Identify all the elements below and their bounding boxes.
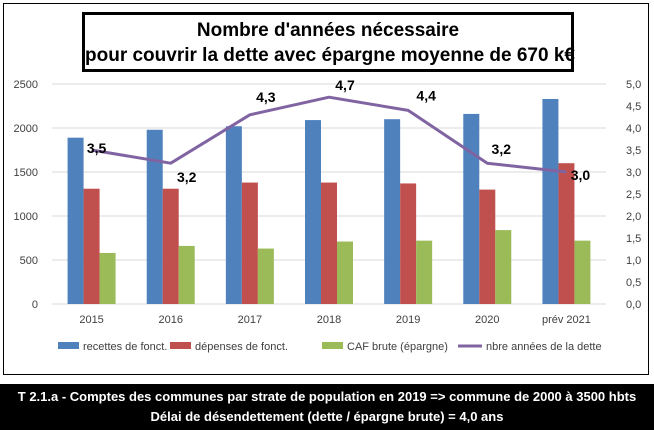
y-right-tick-label: 0,5	[626, 277, 641, 289]
bar-caf	[574, 240, 591, 304]
y-right-tick-label: 1,0	[626, 255, 641, 267]
bar-caf	[178, 245, 195, 304]
y-left-tick-label: 1500	[14, 167, 38, 179]
y-right-tick-label: 3,0	[626, 167, 641, 179]
y-left-tick-label: 2500	[14, 79, 38, 91]
footer-caption: T 2.1.a - Comptes des communes par strat…	[0, 384, 654, 430]
footer-line-2: Délai de désendettement (dette / épargne…	[150, 409, 504, 424]
y-left-tick-label: 2000	[14, 123, 38, 135]
y-right-tick-label: 4,5	[626, 101, 641, 113]
bar-recettes	[542, 98, 559, 305]
bar-depenses	[83, 188, 100, 304]
data-label-nbre-annees: 3,2	[492, 141, 512, 157]
chart-title: Nombre d'années nécessaire pour couvrir …	[82, 12, 575, 72]
x-tick-label: 2017	[238, 314, 262, 326]
data-label-nbre-annees: 4,4	[416, 87, 436, 103]
y-right-tick-label: 2,5	[626, 189, 641, 201]
data-label-nbre-annees: 3,5	[87, 140, 107, 156]
x-tick-label: 2018	[317, 314, 341, 326]
legend-swatch	[170, 342, 191, 349]
legend-label: dépenses de fonct.	[195, 341, 288, 353]
bar-recettes	[146, 129, 163, 304]
legend-label: recettes de fonct.	[83, 341, 167, 353]
y-left-tick-label: 1000	[14, 211, 38, 223]
bar-depenses	[162, 188, 179, 304]
bar-depenses	[400, 183, 417, 304]
y-left-tick-label: 0	[32, 299, 38, 311]
bar-recettes	[305, 120, 321, 304]
chart-title-line-2: pour couvrir la dette avec épargne moyen…	[85, 45, 575, 66]
x-tick-label: 2015	[79, 314, 103, 326]
x-tick-label: 2016	[158, 314, 182, 326]
y-right-tick-label: 0,0	[626, 299, 641, 311]
y-right-tick-label: 3,5	[626, 145, 641, 157]
y-left-tick-label: 500	[20, 255, 38, 267]
legend-label: nbre années de la dette	[486, 341, 602, 353]
legend-swatch	[58, 342, 79, 349]
bar-caf	[99, 252, 116, 304]
bar-recettes	[67, 137, 84, 304]
bar-caf	[495, 230, 512, 304]
bar-recettes	[463, 113, 480, 304]
data-label-nbre-annees: 3,2	[177, 169, 197, 185]
bar-recettes	[384, 119, 401, 304]
line-nbre-annees	[91, 95, 567, 174]
x-tick-label: 2019	[396, 314, 420, 326]
x-tick-label: prév 2021	[542, 314, 591, 326]
bar-depenses	[558, 163, 575, 304]
footer-line-1: T 2.1.a - Comptes des communes par strat…	[17, 389, 637, 404]
bar-caf	[416, 240, 433, 304]
legend-label: CAF brute (épargne)	[347, 341, 448, 353]
y-right-tick-label: 5,0	[626, 79, 641, 91]
chart-canvas: 0 500 1000 1500 2000 2500 0,0 0,5 1,0 1,5 2,0 2,5 3,…	[14, 77, 642, 353]
data-label-nbre-annees: 4,3	[256, 89, 276, 105]
bar-depenses	[479, 189, 496, 304]
x-tick-label: 2020	[475, 314, 499, 326]
data-label-nbre-annees: 3,0	[571, 167, 591, 183]
y-right-tick-label: 4,0	[626, 123, 641, 135]
data-label-nbre-annees: 4,7	[335, 77, 355, 93]
bar-caf	[257, 248, 274, 304]
y-right-tick-label: 1,5	[626, 233, 641, 245]
chart-title-line-1: Nombre d'années nécessaire	[196, 20, 460, 41]
bar-recettes	[225, 126, 242, 305]
bar-depenses	[321, 182, 337, 304]
legend-swatch	[322, 342, 343, 349]
bar-caf	[337, 241, 353, 304]
bar-depenses	[241, 182, 258, 304]
y-right-tick-label: 2,0	[626, 211, 641, 223]
